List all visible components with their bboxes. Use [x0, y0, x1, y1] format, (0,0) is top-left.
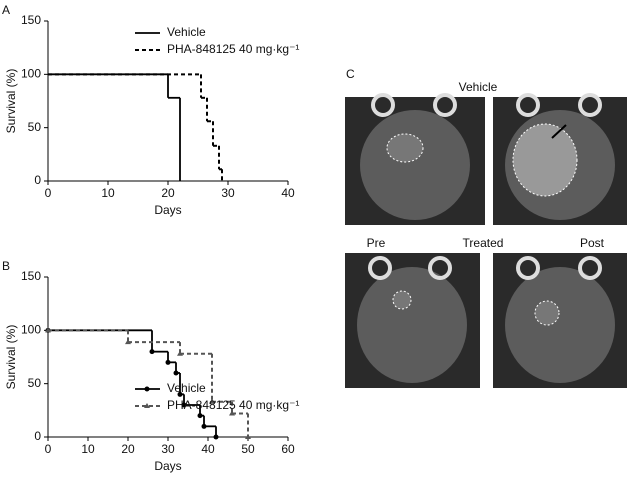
marker — [197, 413, 203, 419]
mri-image — [493, 93, 627, 225]
x-tick-label: 60 — [281, 442, 295, 456]
legend-label: Vehicle — [167, 25, 206, 39]
x-tick-label: 20 — [121, 442, 135, 456]
y-tick-label: 0 — [34, 429, 41, 443]
x-tick-label: 0 — [45, 186, 52, 200]
x-tick-label: 10 — [101, 186, 115, 200]
marker — [149, 349, 155, 355]
x-tick-label: 30 — [161, 442, 175, 456]
marker — [125, 339, 131, 345]
x-tick-label: 50 — [241, 442, 255, 456]
panel-label: B — [2, 259, 10, 273]
legend-label: Vehicle — [167, 381, 206, 395]
x-tick-label: 40 — [201, 442, 215, 456]
mri-image — [345, 253, 480, 388]
y-tick-label: 50 — [28, 120, 42, 134]
panel-label: C — [346, 67, 355, 81]
marker — [213, 434, 219, 440]
marker — [45, 327, 51, 333]
legend-label: PHA-848125 40 mg·kg⁻¹ — [167, 398, 299, 412]
legend-marker — [144, 386, 150, 392]
x-axis-label: Days — [154, 459, 181, 473]
y-tick-label: 150 — [21, 269, 41, 283]
y-tick-label: 100 — [21, 67, 41, 81]
marker — [173, 370, 179, 376]
marker — [181, 402, 187, 408]
marker — [201, 423, 207, 429]
panel-label: A — [2, 3, 10, 17]
image-label: Pre — [367, 236, 386, 250]
marker — [177, 391, 183, 397]
x-tick-label: 20 — [161, 186, 175, 200]
panel-title: Vehicle — [459, 80, 498, 94]
y-axis-label: Survival (%) — [4, 69, 18, 134]
x-tick-label: 30 — [221, 186, 235, 200]
y-tick-label: 150 — [21, 13, 41, 27]
marker — [177, 350, 183, 356]
image-label: Treated — [463, 236, 504, 250]
marker — [165, 359, 171, 365]
image-label: Post — [580, 236, 605, 250]
y-tick-label: 50 — [28, 376, 42, 390]
legend-label: PHA-848125 40 mg·kg⁻¹ — [167, 42, 299, 56]
mri-image — [345, 93, 485, 225]
y-tick-label: 0 — [34, 173, 41, 187]
marker — [229, 410, 235, 416]
marker — [245, 434, 251, 439]
y-axis-label: Survival (%) — [4, 325, 18, 390]
x-tick-label: 10 — [81, 442, 95, 456]
x-tick-label: 40 — [281, 186, 295, 200]
y-tick-label: 100 — [21, 323, 41, 337]
x-axis-label: Days — [154, 203, 181, 217]
x-tick-label: 0 — [45, 442, 52, 456]
mri-image — [493, 253, 627, 388]
legend-marker — [144, 403, 150, 408]
marker — [209, 398, 215, 404]
